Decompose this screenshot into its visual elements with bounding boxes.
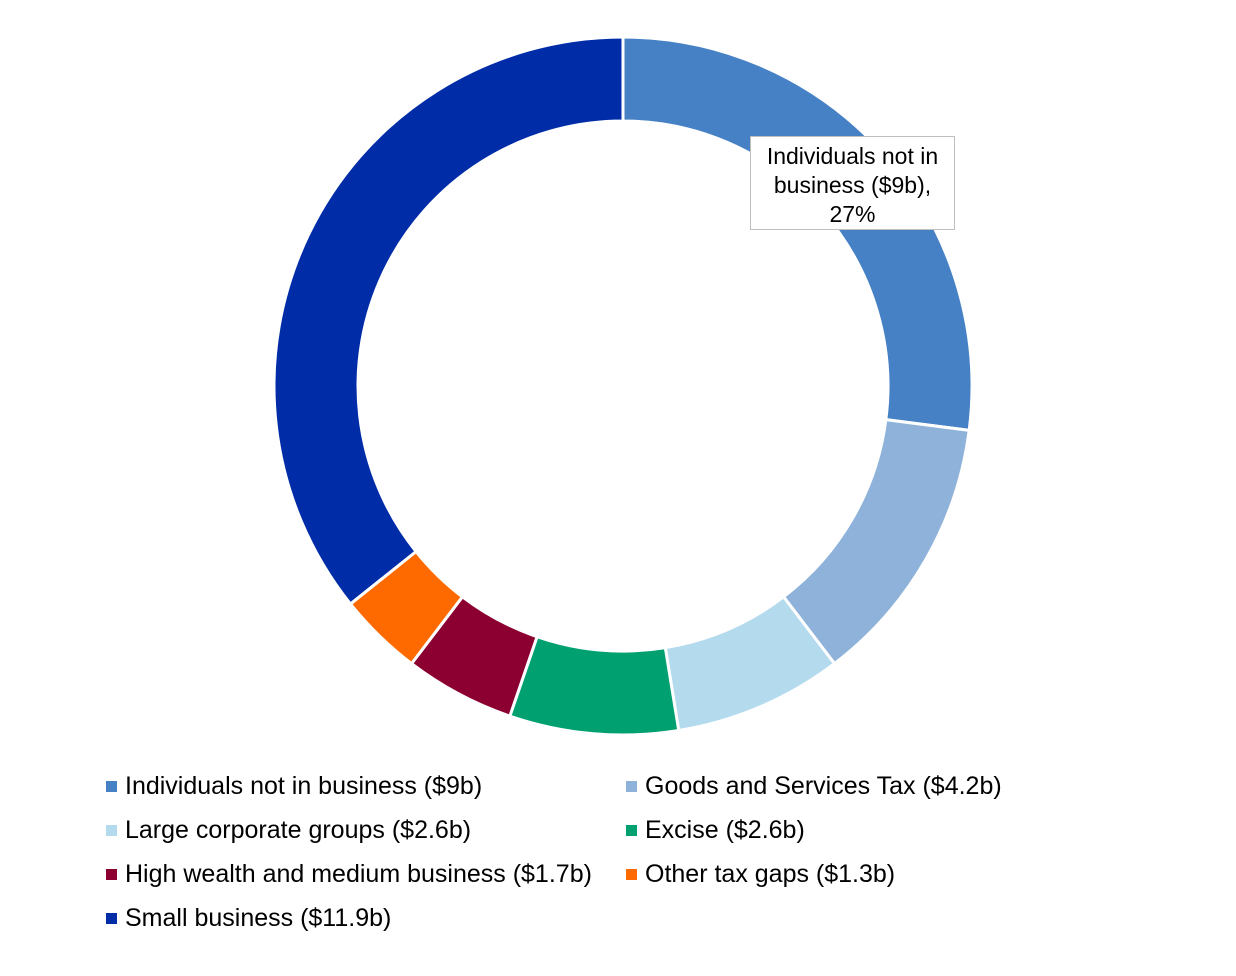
legend-item-excise: Excise ($2.6b) [626,808,1046,852]
legend-item-individuals: Individuals not in business ($9b) [106,764,626,808]
legend-item-large-corporate: Large corporate groups ($2.6b) [106,808,626,852]
legend-item-high-wealth: High wealth and medium business ($1.7b) [106,852,626,896]
donut-slice-3 [507,634,681,737]
legend-item-other: Other tax gaps ($1.3b) [626,852,1046,896]
legend-item-gst: Goods and Services Tax ($4.2b) [626,764,1046,808]
legend-label: Excise ($2.6b) [645,815,805,844]
legend: Individuals not in business ($9b) Goods … [106,764,1046,940]
legend-swatch [106,912,117,924]
legend-item-small-business: Small business ($11.9b) [106,896,626,940]
legend-label: High wealth and medium business ($1.7b) [125,859,592,888]
callout-line-2: business ($9b), [773,172,932,198]
legend-label: Small business ($11.9b) [125,903,392,932]
legend-swatch [626,780,637,792]
legend-label: Individuals not in business ($9b) [125,771,483,800]
callout-line-3: 27% [829,201,876,227]
donut-slice-0 [621,35,974,433]
data-label-callout: Individuals not in business ($9b), 27% [750,136,955,230]
legend-swatch [106,780,117,792]
donut-slice-6 [272,35,625,607]
donut-slice-1 [781,417,971,666]
callout-line-1: Individuals not in [766,143,939,169]
legend-swatch [626,868,637,880]
legend-swatch [106,824,117,836]
legend-label: Other tax gaps ($1.3b) [645,859,896,888]
legend-swatch [626,824,637,836]
legend-swatch [106,868,117,880]
legend-label: Large corporate groups ($2.6b) [125,815,472,844]
legend-label: Goods and Services Tax ($4.2b) [645,771,1002,800]
